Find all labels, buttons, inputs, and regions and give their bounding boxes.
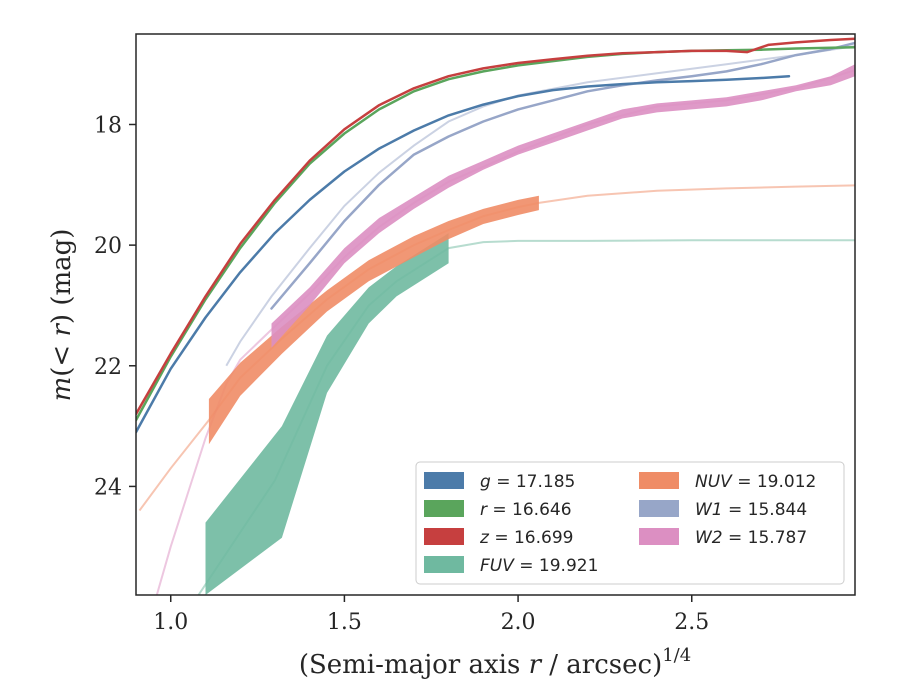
legend-label-nuv: NUV = 19.012 [695, 472, 816, 492]
x-axis-label-exponent: 1/4 [662, 645, 691, 666]
legend-band-value: = 15.787 [723, 528, 808, 548]
y-axis-label-paren: (< [47, 337, 77, 377]
y-tick-label: 18 [94, 113, 122, 138]
legend-band-name: z [479, 528, 490, 548]
x-axis-label-main: (Semi-major axis [299, 650, 529, 680]
x-tick-label: 1.5 [327, 610, 362, 635]
legend-label-w2: W2 = 15.787 [695, 528, 807, 548]
series-fuv-band [205, 233, 449, 595]
series-z-line [136, 37, 855, 416]
legend-swatch-fuv [424, 556, 464, 573]
series-w1-line [270, 41, 855, 310]
x-tick-label: 2.0 [501, 610, 536, 635]
y-tick-label: 20 [94, 234, 122, 259]
x-axis-label-var: r [529, 650, 543, 680]
plot-frame [135, 33, 856, 596]
legend-label-w1: W1 = 15.844 [695, 500, 807, 520]
legend-band-name: W1 [695, 500, 723, 520]
legend-label-fuv: FUV = 19.921 [480, 556, 598, 576]
x-axis-label-rest: / arcsec) [541, 650, 662, 680]
legend-band-name: FUV [480, 556, 515, 576]
legend-band-value: = 19.921 [514, 556, 599, 576]
legend-band-value: = 15.844 [723, 500, 808, 520]
legend-swatch-g [424, 472, 464, 489]
legend-label-z: z = 16.699 [479, 528, 573, 548]
legend-band-value: = 16.646 [487, 500, 572, 520]
legend-label-g: g = 17.185 [480, 472, 575, 492]
legend-band-value: = 16.699 [489, 528, 574, 548]
series-w1-model-line [225, 45, 855, 367]
legend-band-value: = 17.185 [491, 472, 576, 492]
legend-swatch-w1 [639, 500, 679, 517]
y-axis-label-m: m [47, 377, 77, 402]
legend-swatch-w2 [639, 528, 679, 545]
y-axis-ticks: 18 20 22 24 [94, 113, 136, 500]
legend-swatch-z [424, 528, 464, 545]
legend-swatch-r [424, 500, 464, 517]
series-g-line [136, 74, 791, 434]
y-axis-label: m(< r) (mag) [47, 229, 77, 402]
legend-band-name: g [480, 472, 491, 492]
series-layer [136, 37, 855, 595]
x-tick-label: 1.0 [153, 610, 188, 635]
legend-band-name: r [480, 500, 488, 520]
x-tick-label: 2.5 [674, 610, 709, 635]
legend-band-name: W2 [695, 528, 723, 548]
legend-band-value: = 19.012 [732, 472, 817, 492]
y-axis-label-rest: ) (mag) [47, 229, 77, 325]
y-tick-label: 22 [94, 355, 122, 380]
y-axis-label-r: r [47, 323, 77, 337]
x-axis-label: (Semi-major axis r / arcsec)1/4 [299, 645, 691, 680]
legend-swatch-nuv [639, 472, 679, 489]
legend-band-name: NUV [695, 472, 733, 492]
legend-label-r: r = 16.646 [480, 500, 572, 520]
x-axis-ticks: 1.0 1.5 2.0 2.5 [153, 595, 709, 635]
y-tick-label: 24 [94, 475, 122, 500]
legend-frame [415, 461, 845, 585]
